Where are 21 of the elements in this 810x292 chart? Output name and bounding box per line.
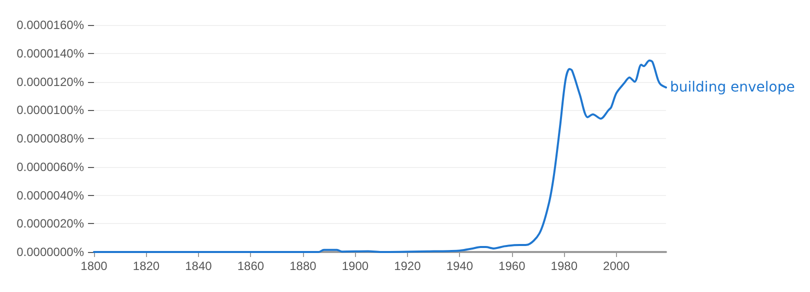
x-tick-label: 1880 (290, 259, 317, 273)
y-tick-label: 0.0000160% (16, 18, 84, 32)
y-tick-label: 0.0000100% (16, 103, 84, 118)
x-tick-label: 1960 (498, 259, 526, 273)
x-tick-label: 2000 (603, 259, 630, 273)
x-tick-label: 1820 (132, 259, 160, 273)
x-tick-label: 1900 (342, 259, 369, 273)
x-tick-label: 1800 (80, 259, 108, 273)
y-tick-label: 0.0000060% (16, 160, 84, 174)
y-tick-label: 0.0000020% (16, 216, 84, 231)
x-tick-label: 1840 (185, 259, 212, 273)
series-label: building envelope (670, 79, 795, 96)
y-tick-label: 0.0000140% (16, 46, 84, 60)
x-tick-label: 1860 (237, 259, 264, 273)
x-tick-label: 1920 (394, 259, 422, 273)
y-tick-label: 0.0000120% (16, 74, 84, 89)
y-tick-label: 0.0000080% (16, 132, 84, 146)
y-tick-label: 0.0000040% (16, 188, 84, 202)
x-tick-label: 1980 (550, 259, 578, 273)
y-tick-label: 0.0000000% (16, 245, 84, 259)
x-tick-label: 1940 (446, 259, 474, 273)
